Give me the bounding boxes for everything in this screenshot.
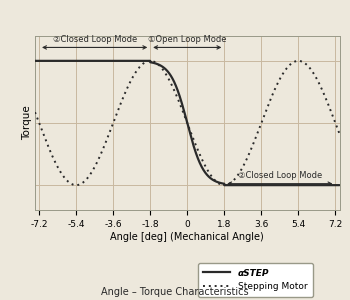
X-axis label: Angle [deg] (Mechanical Angle): Angle [deg] (Mechanical Angle) [110, 232, 264, 242]
Text: Angle – Torque Characteristics: Angle – Torque Characteristics [101, 287, 249, 297]
Text: ①Open Loop Mode: ①Open Loop Mode [148, 35, 226, 44]
Y-axis label: Torque: Torque [22, 106, 32, 140]
Legend: αSTEP, Stepping Motor: αSTEP, Stepping Motor [198, 263, 313, 297]
Text: ②Closed Loop Mode: ②Closed Loop Mode [238, 171, 322, 180]
Text: ②Closed Loop Mode: ②Closed Loop Mode [52, 35, 137, 44]
